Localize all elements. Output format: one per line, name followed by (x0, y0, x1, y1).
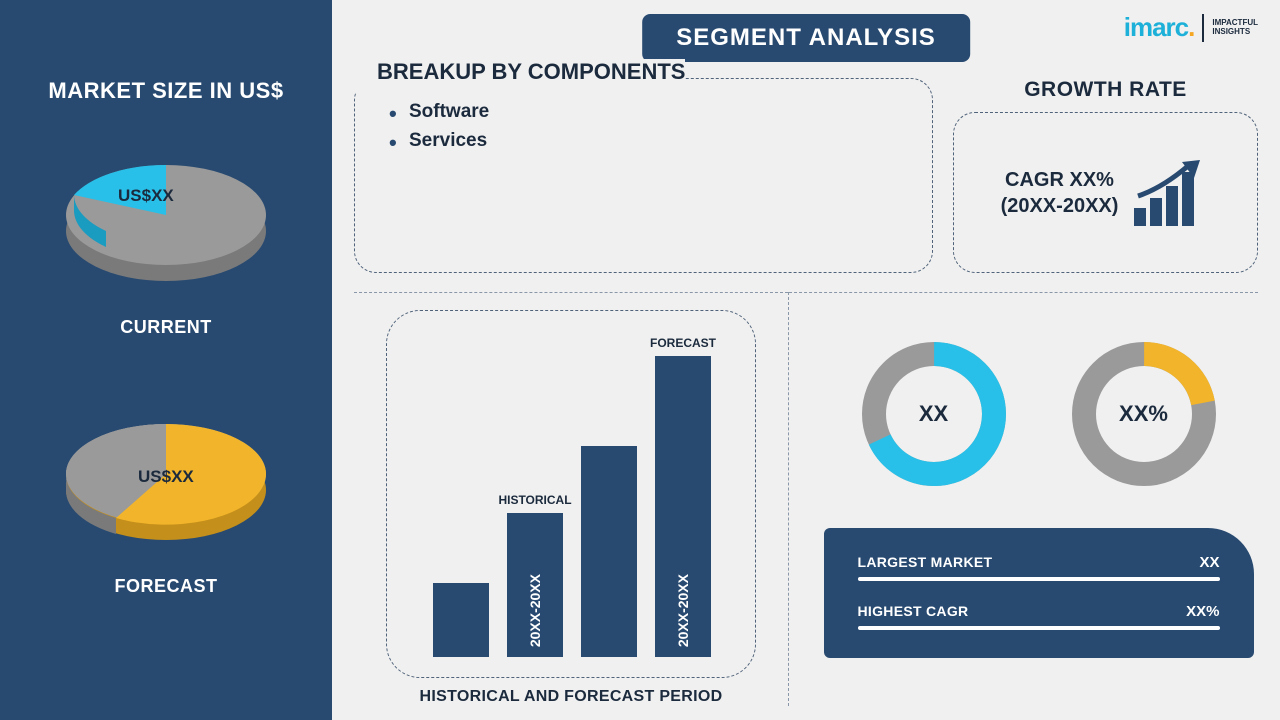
history-chart: 20XX-20XX HISTORICAL 20XX-20XX FORECAST (386, 310, 756, 678)
metric-row: LARGEST MARKET XX (858, 554, 1220, 581)
donut-2-value: XX% (1064, 334, 1224, 494)
bar-label: 20XX-20XX (527, 574, 543, 647)
chart-bar: 20XX-20XX (507, 513, 563, 657)
main-area: SEGMENT ANALYSIS imarc. IMPACTFUL INSIGH… (332, 0, 1280, 720)
pie-forecast-svg: US$XX (46, 398, 286, 558)
growth-title: GROWTH RATE (953, 78, 1258, 102)
breakup-list: Software Services (355, 97, 932, 156)
chart-bar (433, 583, 489, 657)
history-caption: HISTORICAL AND FORECAST PERIOD (420, 688, 723, 706)
growth-text: CAGR XX% (20XX-20XX) (1001, 167, 1119, 219)
breakup-panel: BREAKUP BY COMPONENTS Software Services (354, 78, 933, 273)
growth-panel: GROWTH RATE CAGR XX% (20XX-20XX) (953, 78, 1258, 273)
chart-bar: 20XX-20XX (655, 356, 711, 657)
bar-top-label: HISTORICAL (497, 493, 573, 507)
list-item: Software (389, 97, 910, 126)
metric-value: XX% (1186, 603, 1219, 620)
donut-row: XX XX% (819, 334, 1258, 494)
pie-current-svg: US$XX (46, 139, 286, 299)
pie-forecast-caption: FORECAST (115, 576, 218, 597)
chart-bar (581, 446, 637, 657)
logo-divider (1202, 14, 1204, 42)
metric-label: LARGEST MARKET (858, 554, 993, 570)
metric-label: HIGHEST CAGR (858, 603, 969, 619)
pie-forecast-label: US$XX (138, 467, 194, 486)
pie-forecast: US$XX FORECAST (46, 398, 286, 597)
pie-current-caption: CURRENT (120, 317, 212, 338)
right-panel: XX XX% LARGEST MARKET XX (789, 292, 1258, 706)
sidebar: MARKET SIZE IN US$ US$XX CURRENT US$XX (0, 0, 332, 720)
donut-1: XX (854, 334, 1014, 494)
page-title: SEGMENT ANALYSIS (642, 14, 970, 62)
metric-row: HIGHEST CAGR XX% (858, 603, 1220, 630)
bar-label: 20XX-20XX (675, 574, 691, 647)
metrics-card: LARGEST MARKET XX HIGHEST CAGR XX% (824, 528, 1254, 658)
brand-logo: imarc. IMPACTFUL INSIGHTS (1124, 12, 1258, 43)
metric-value: XX (1199, 554, 1219, 571)
history-panel: 20XX-20XX HISTORICAL 20XX-20XX FORECAST HIS… (354, 292, 789, 706)
sidebar-title: MARKET SIZE IN US$ (48, 78, 283, 104)
logo-text: imarc. (1124, 12, 1195, 43)
list-item: Services (389, 126, 910, 155)
pie-current: US$XX CURRENT (46, 139, 286, 338)
donut-1-value: XX (854, 334, 1014, 494)
breakup-title: BREAKUP BY COMPONENTS (355, 59, 685, 93)
metric-bar (858, 626, 1220, 630)
pie-current-label: US$XX (118, 186, 174, 205)
bar-top-label: FORECAST (645, 336, 721, 350)
logo-tagline: IMPACTFUL INSIGHTS (1212, 19, 1258, 37)
metric-bar (858, 577, 1220, 581)
donut-2: XX% (1064, 334, 1224, 494)
growth-chart-icon (1132, 158, 1210, 228)
